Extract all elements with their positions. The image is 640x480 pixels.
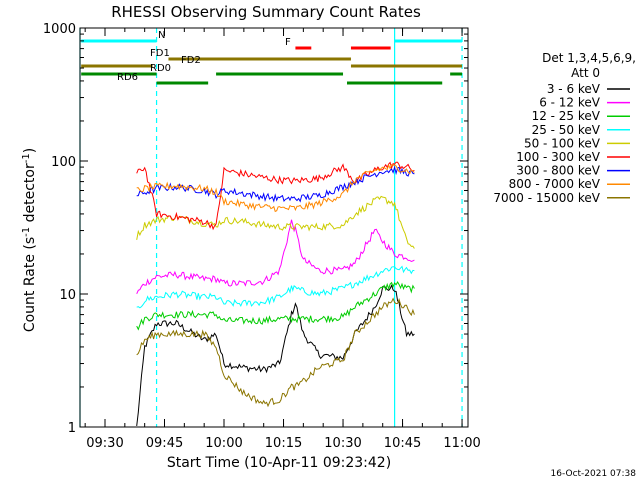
series-lines: [136, 161, 415, 426]
flag-label-rd6: RD6: [117, 72, 138, 83]
detector-info-line-2: Att 0: [571, 66, 600, 80]
flag-label-f: F: [285, 37, 291, 48]
x-tick-label-5: 10:45: [384, 436, 421, 451]
legend-label-4: 50 - 100 keV: [524, 136, 601, 150]
series-line-2: [136, 280, 415, 331]
flag-label-fd2: FD2: [181, 55, 201, 66]
series-line-4: [136, 195, 415, 249]
x-tick-label-1: 09:45: [146, 436, 183, 451]
legend-label-8: 7000 - 15000 keV: [493, 191, 600, 205]
x-tick-label-0: 09:30: [86, 436, 123, 451]
footer-timestamp: 16-Oct-2021 07:38: [551, 469, 637, 479]
x-tick-label-2: 10:00: [205, 436, 242, 451]
flag-label-rd0: RD0: [150, 63, 171, 74]
y-tick-label-0: 1: [68, 421, 76, 436]
legend-label-3: 25 - 50 keV: [532, 123, 601, 137]
y-tick-label-2: 100: [51, 155, 76, 170]
flag-label-n: N: [158, 30, 165, 41]
series-line-1: [136, 219, 415, 295]
x-axis-ticks: 09:30 09:45 10:00 10:15 10:30 10:45 11:00: [84, 28, 481, 451]
x-tick-label-6: 11:00: [443, 436, 480, 451]
plot-frame: [79, 27, 469, 428]
y-tick-label-3: 1000: [43, 22, 76, 37]
y-axis-ticks: 1 10 100 1000: [43, 22, 468, 436]
legend-label-1: 6 - 12 keV: [539, 96, 601, 110]
x-tick-label-3: 10:15: [265, 436, 302, 451]
legend-label-6: 300 - 800 keV: [516, 164, 600, 178]
y-tick-label-1: 10: [59, 288, 76, 303]
x-axis-label: Start Time (10-Apr-11 09:23:42): [167, 455, 391, 471]
x-tick-label-4: 10:30: [324, 436, 361, 451]
legend-label-0: 3 - 6 keV: [547, 82, 601, 96]
series-line-7: [136, 163, 415, 213]
chart-title: RHESSI Observing Summary Count Rates: [111, 3, 421, 21]
series-line-8: [136, 297, 415, 408]
detector-info: Det 1,3,4,5,6,9, Att 0: [542, 51, 636, 80]
flag-label-fd1: FD1: [150, 48, 170, 59]
detector-info-line-1: Det 1,3,4,5,6,9,: [542, 51, 636, 65]
series-line-3: [136, 265, 415, 309]
series-line-6: [136, 165, 415, 203]
legend-label-7: 800 - 7000 keV: [509, 177, 601, 191]
series-line-0: [136, 284, 415, 426]
legend-label-5: 100 - 300 keV: [516, 150, 600, 164]
legend-label-2: 12 - 25 keV: [532, 109, 601, 123]
flag-bars: N F FD1 FD2 RD0 RD6: [81, 30, 463, 85]
y-axis-label: Count Rate (s-1 detector-1): [21, 148, 39, 332]
